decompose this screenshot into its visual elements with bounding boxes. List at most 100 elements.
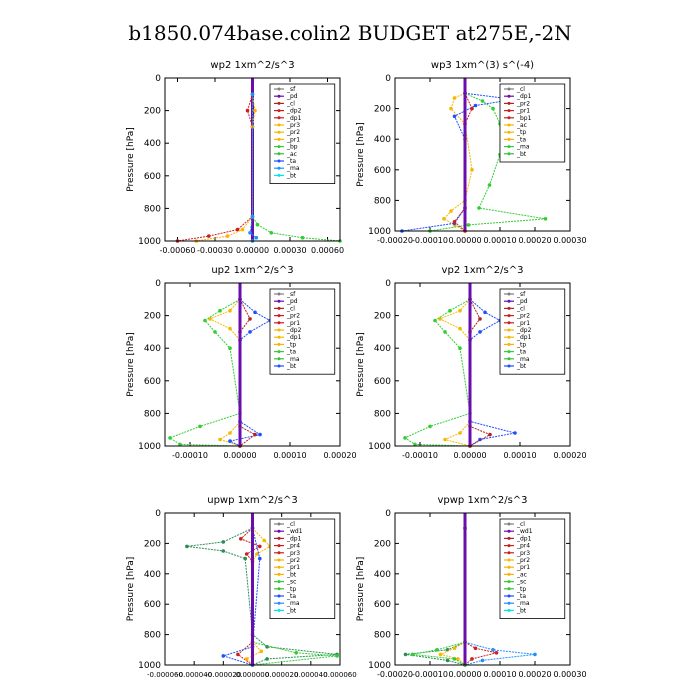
legend-marker [507,116,511,120]
y-tick-label: 800 [144,631,161,641]
y-tick-label: 400 [144,139,161,149]
legend-marker [507,123,511,127]
legend-marker [507,101,511,105]
series-line-tp [221,528,261,666]
series-point [428,424,432,429]
series-line-dp1 [237,527,261,666]
y-axis-label: Pressure [hPa] [126,332,136,397]
series-point [228,308,232,313]
y-tick-label: 400 [374,344,391,354]
plot-frame [394,77,571,232]
series-point [294,651,299,655]
x-tick-label: 0.00020 [518,236,551,245]
series-line-tp [228,298,272,447]
series-point [259,649,264,654]
legend-marker [277,299,281,303]
legend-marker [277,572,281,576]
y-tick-label: 200 [144,539,161,549]
legend-marker [507,321,511,325]
series-point [449,209,453,213]
legend-marker [507,130,511,134]
series-point [225,234,230,238]
series-point [178,442,182,447]
series-point [198,424,202,429]
legend-box [269,83,336,184]
legend-entry: _sf [286,291,296,298]
series-point [228,431,232,435]
legend-entry: _sc [286,579,296,586]
legend-entry: _sc [516,579,526,586]
series-point [221,549,226,553]
y-tick-label: 600 [144,600,161,610]
legend-entry: _cl [286,100,295,107]
legend-box [499,83,566,163]
legend-entry: _pr1 [286,136,300,143]
legend-marker [507,364,511,368]
legend-entry: _pr3 [286,122,300,129]
y-tick-label: 800 [144,204,161,214]
legend-entry: _bt [516,607,527,614]
x-tick-label: 0.00030 [553,236,586,245]
series-line-ta [186,527,338,666]
legend-entry: _ta [286,349,296,356]
series-point [533,652,537,657]
legend-entry: _dp1 [286,535,302,542]
legend-entry: _pr2 [516,313,530,320]
legend-marker [507,145,511,149]
series-point [452,96,457,100]
series-point [449,106,453,111]
series-point [473,646,478,651]
y-tick-label: 0 [385,74,391,84]
series-line-dp2 [177,94,253,242]
y-tick-label: 0 [385,509,391,519]
legend-entry: _dp2 [516,327,532,334]
legend-marker [507,558,511,562]
legend-marker [507,594,511,598]
series-line-pr2 [438,298,471,447]
y-tick-label: 200 [374,312,391,322]
series-point [488,432,492,437]
plot-frame [164,512,341,666]
x-tick-label: -0.00020 [377,670,413,679]
y-tick-label: 800 [144,409,161,419]
legend-marker [277,109,281,113]
x-tick-label: 0.00030 [273,246,306,255]
y-tick-label: 200 [144,312,161,322]
panel-title: wp3 1xm^(3) s^(-4) [431,60,534,71]
legend-entry: _ac [286,151,297,158]
legend-entry: _ac [516,122,527,129]
series-point [477,206,481,210]
legend-marker [277,152,281,156]
legend-box [499,518,566,619]
y-tick-label: 200 [374,105,391,115]
series-point [213,330,217,334]
series-point [448,308,452,313]
legend-entry: _ta [516,349,526,356]
legend-entry: _dp1 [286,115,302,122]
legend-entry: _cl [516,86,525,93]
legend-entry: _cl [516,305,525,312]
series-point [245,108,250,113]
series-point [480,99,485,103]
legend-marker [507,551,511,555]
legend-entry: _tp [286,586,296,593]
y-tick-label: 0 [155,74,161,84]
legend-marker [507,137,511,141]
series-point [253,432,257,437]
x-tick-label: 0.00000 [236,246,269,255]
legend-marker [277,94,281,98]
x-tick-label: 0.00000 [448,236,481,245]
legend-entry: _sf [516,291,526,298]
series-point [269,231,274,235]
legend-marker [507,529,511,533]
y-tick-label: 0 [385,279,391,289]
legend-entry: _ma [286,356,300,363]
legend-marker [507,94,511,98]
legend-entry: _dp2 [286,327,302,334]
series-point [250,125,255,129]
series-point [255,222,260,227]
legend-box [499,288,566,375]
series-point [253,108,257,113]
legend-marker [277,342,281,346]
